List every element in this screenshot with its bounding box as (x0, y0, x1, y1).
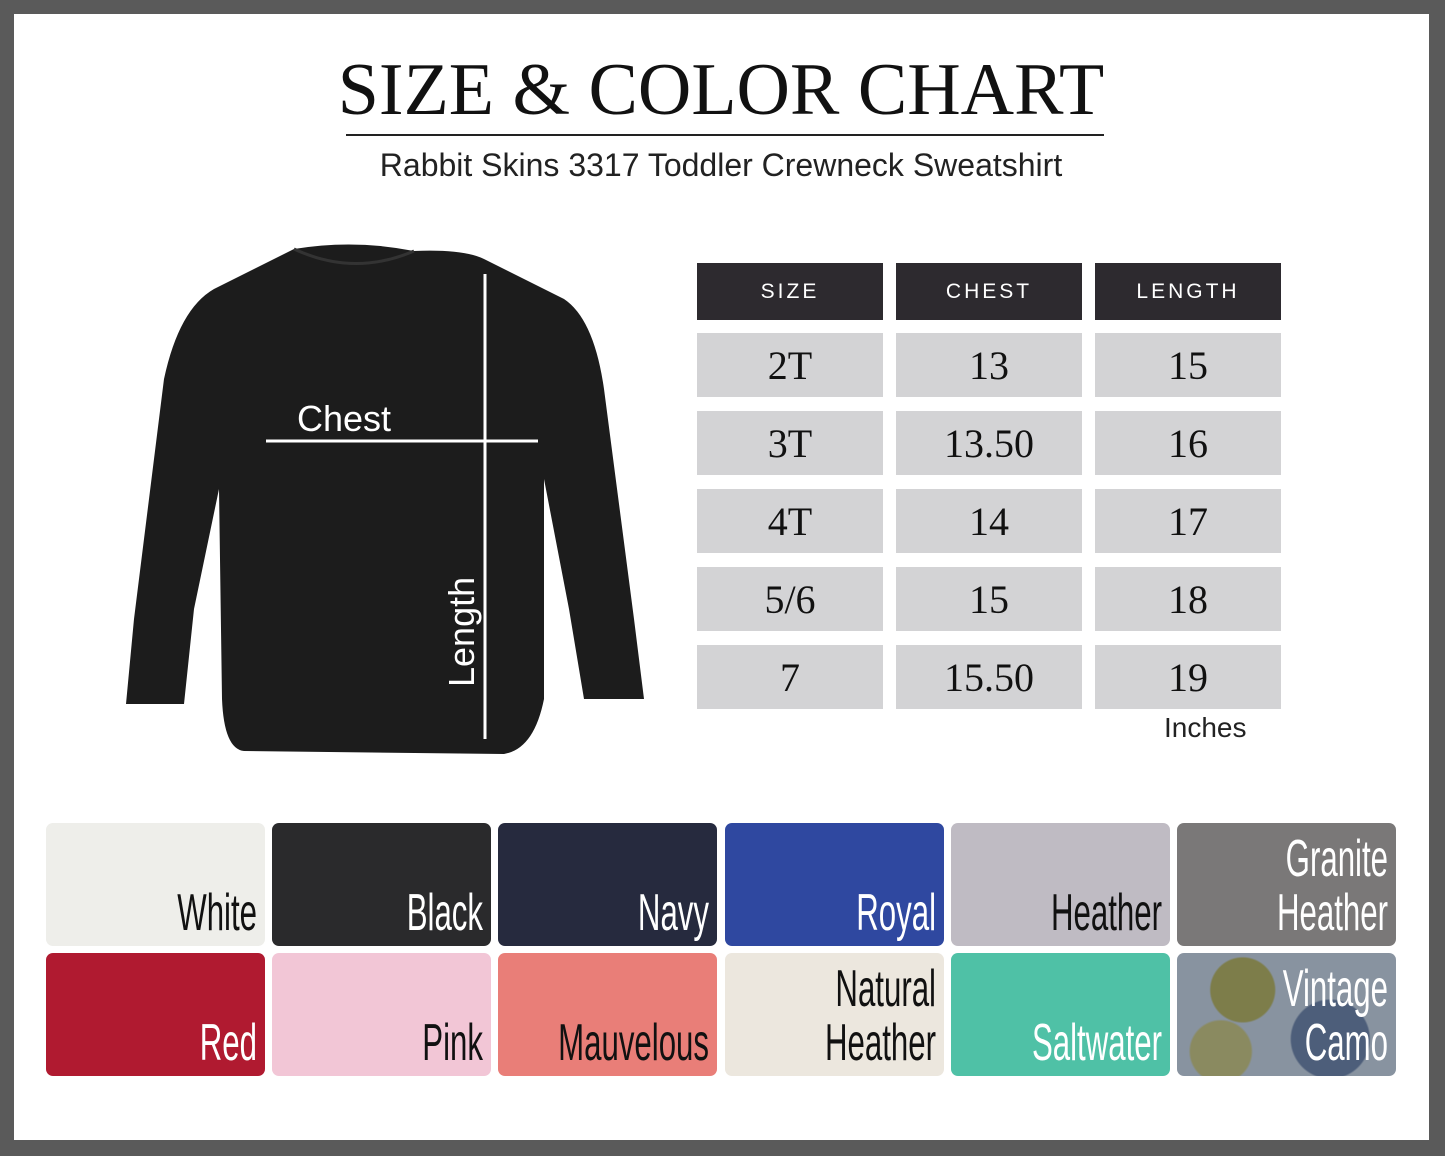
table-cell: 15 (896, 567, 1082, 631)
color-swatch: Pink (272, 953, 492, 1076)
table-cell: 7 (697, 645, 883, 709)
color-swatch: Mauvelous (498, 953, 718, 1076)
color-name: Black (406, 884, 484, 942)
length-label: Length (441, 577, 482, 687)
table-cell: 16 (1095, 411, 1281, 475)
table-cell: 19 (1095, 645, 1281, 709)
table-cell: 14 (896, 489, 1082, 553)
color-swatch: White (46, 823, 265, 946)
table-cell: 18 (1095, 567, 1281, 631)
color-name: Granite Heather (1277, 830, 1388, 942)
chest-label: Chest (297, 398, 391, 439)
size-chart-page: SIZE & COLOR CHART Rabbit Skins 3317 Tod… (14, 14, 1429, 1140)
color-swatch: Royal (724, 823, 944, 946)
table-cell: 15.50 (896, 645, 1082, 709)
table-cell: 13 (896, 333, 1082, 397)
column-header: CHEST (896, 263, 1082, 320)
sweatshirt-image (126, 244, 644, 755)
color-swatch: Red (46, 953, 265, 1076)
page-title: SIZE & COLOR CHART (337, 49, 1105, 131)
table-cell: 15 (1095, 333, 1281, 397)
color-name: Red (199, 1014, 257, 1072)
color-swatch: Vintage Camo (1177, 953, 1396, 1076)
table-cell: 3T (697, 411, 883, 475)
sweatshirt-diagram: Chest Length (126, 244, 644, 755)
color-name: Navy (638, 884, 710, 942)
table-cell: 2T (697, 333, 883, 397)
color-name: Natural Heather (824, 960, 936, 1072)
unit-label: Inches (1164, 712, 1247, 743)
color-name: Vintage Camo (1282, 960, 1388, 1072)
color-name: Mauvelous (558, 1014, 710, 1072)
color-name: Heather (1050, 884, 1162, 942)
color-name: Royal (855, 884, 936, 942)
color-swatch: Black (272, 823, 492, 946)
color-name: Saltwater (1031, 1014, 1162, 1072)
table-cell: 17 (1095, 489, 1281, 553)
color-swatch: Natural Heather (724, 953, 944, 1076)
color-name: White (177, 884, 257, 942)
column-header: LENGTH (1095, 263, 1281, 320)
table-cell: 4T (697, 489, 883, 553)
column-header: SIZE (697, 263, 883, 320)
title-divider (346, 134, 1104, 136)
color-swatch: Navy (498, 823, 718, 946)
color-swatch: Saltwater (950, 953, 1170, 1076)
table-cell: 5/6 (697, 567, 883, 631)
product-subtitle: Rabbit Skins 3317 Toddler Crewneck Sweat… (379, 147, 1063, 183)
table-cell: 13.50 (896, 411, 1082, 475)
color-name: Pink (422, 1014, 484, 1072)
color-swatch: Granite Heather (1177, 823, 1396, 946)
color-swatch: Heather (950, 823, 1170, 946)
